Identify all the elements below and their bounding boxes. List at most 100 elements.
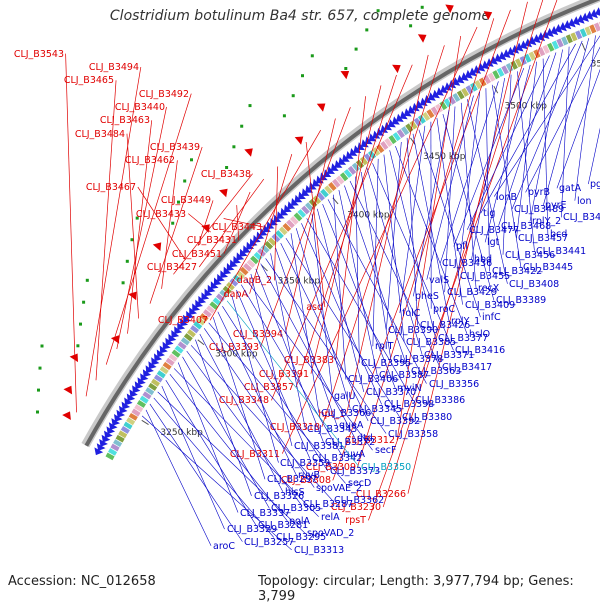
reverse-label-leader [162, 386, 225, 529]
forward-cds-arrow [295, 137, 304, 145]
rna-feature-mark [76, 344, 79, 347]
forward-gene-label: CLJ_B3465 [64, 75, 114, 86]
forward-gene-label: CLJ_B3439 [150, 142, 200, 153]
forward-cds-arrow [392, 65, 401, 73]
reverse-gene-label: relA [321, 512, 340, 523]
rna-feature-mark [86, 279, 89, 282]
rna-feature-mark [355, 48, 358, 51]
cog-band-segment [209, 308, 212, 311]
reverse-gene-label: CLJ_B3477 [469, 225, 519, 236]
cog-band-segment [140, 402, 142, 406]
rna-feature-mark [37, 389, 40, 392]
cog-band-segment [567, 38, 571, 40]
forward-gene-label: CLJ_B3449 [161, 195, 211, 206]
forward-gene-label: CLJ_B3433 [136, 209, 186, 220]
rna-feature-mark [190, 158, 193, 161]
reverse-label-leader [386, 142, 401, 330]
cog-band-segment [267, 244, 270, 247]
reverse-gene-label: infC [482, 312, 501, 323]
reverse-label-leader [281, 243, 368, 421]
cog-band-segment [391, 138, 395, 141]
cog-band-segment [429, 113, 433, 115]
cog-band-segment [117, 441, 119, 445]
reverse-gene-label: CLJ_B3395 [361, 358, 411, 369]
reverse-gene-label: spoVAE_2 [316, 483, 362, 494]
rna-feature-mark [36, 411, 39, 414]
cog-band-segment [476, 84, 480, 86]
reverse-gene-label: CLJ_B3455 [460, 271, 510, 282]
cog-band-segment [250, 262, 253, 265]
reverse-gene-label: pheS [415, 291, 439, 302]
cog-band-segment [166, 364, 169, 368]
cog-band-segment [246, 266, 249, 269]
ruler-label: 3450 kbp [423, 152, 466, 162]
cog-band-segment [253, 258, 256, 261]
cog-band-segment [308, 205, 311, 208]
cog-band-segment [335, 182, 338, 185]
cog-band-segment [416, 121, 420, 123]
cog-band-segment [243, 270, 246, 273]
forward-cds-arrow [341, 71, 350, 79]
cog-band-segment [213, 304, 216, 307]
cog-band-segment [342, 175, 345, 178]
cog-band-segment [143, 398, 145, 402]
accession-text: Accession: NC_012658 [8, 574, 156, 589]
rna-feature-mark [171, 222, 174, 225]
cog-band-segment [596, 26, 600, 28]
forward-gene-label: CLJ_B3451 [172, 249, 222, 260]
rna-feature-mark [240, 125, 243, 128]
forward-gene-label: CLJ_B3440 [115, 102, 165, 113]
cog-band-segment [190, 332, 193, 335]
forward-gene-label: CLJ_B3407 [158, 315, 208, 326]
cog-band-segment [490, 76, 494, 78]
reverse-gene-label: CLJ_B3489 [514, 204, 564, 215]
forward-label-leader [66, 54, 77, 413]
cog-band-segment [387, 141, 391, 144]
cog-band-segment [169, 360, 172, 364]
cog-band-segment [122, 432, 124, 436]
reverse-gene-label: CLJ_B3356 [429, 379, 479, 390]
cog-band-segment [544, 49, 548, 51]
rna-feature-mark [232, 145, 235, 148]
cog-band-segment [114, 446, 116, 450]
forward-gene-label: CLJ_B3492 [139, 89, 189, 100]
cog-band-segment [296, 215, 299, 218]
rna-feature-mark [249, 104, 252, 107]
cog-band-segment [154, 381, 156, 385]
reverse-label-leader [204, 328, 314, 487]
cog-band-segment [455, 96, 459, 98]
forward-label-leader [188, 214, 210, 232]
reverse-gene-label: aroC [213, 541, 235, 552]
rna-feature-mark [39, 367, 42, 370]
rna-feature-mark [311, 54, 314, 57]
rna-feature-mark [131, 238, 134, 241]
cog-band-segment [350, 169, 353, 172]
rna-feature-mark [344, 67, 347, 70]
cog-band-segment [300, 212, 303, 215]
cog-band-segment [130, 419, 132, 423]
reverse-gene-label: CLJ_B3478 [563, 212, 600, 223]
cog-band-segment [163, 368, 166, 372]
cog-band-segment [408, 127, 412, 130]
forward-gene-label: CLJ_B3463 [100, 115, 150, 126]
cog-band-segment [304, 209, 307, 212]
cog-band-segment [485, 79, 489, 81]
cog-band-segment [553, 44, 557, 46]
forward-cds-arrow [317, 104, 326, 112]
cog-band-segment [187, 336, 190, 339]
rna-feature-mark [183, 180, 186, 183]
forward-cds-arrow [484, 11, 493, 20]
forward-gene-label: CLJ_B3438 [201, 169, 251, 180]
reverse-gene-label: CLJ_B3366 [321, 408, 371, 419]
cog-band-segment [127, 424, 129, 428]
reverse-label-leader [154, 398, 274, 538]
forward-label-leader [128, 120, 152, 333]
cog-band-segment [395, 135, 399, 138]
cog-band-segment [264, 247, 267, 250]
cog-band-segment [193, 328, 196, 331]
forward-gene-label: CLJ_B3484 [75, 129, 125, 140]
forward-gene-label: CLJ_B3427 [147, 262, 197, 273]
cog-band-segment [219, 296, 222, 299]
reverse-label-leader [575, 35, 596, 200]
